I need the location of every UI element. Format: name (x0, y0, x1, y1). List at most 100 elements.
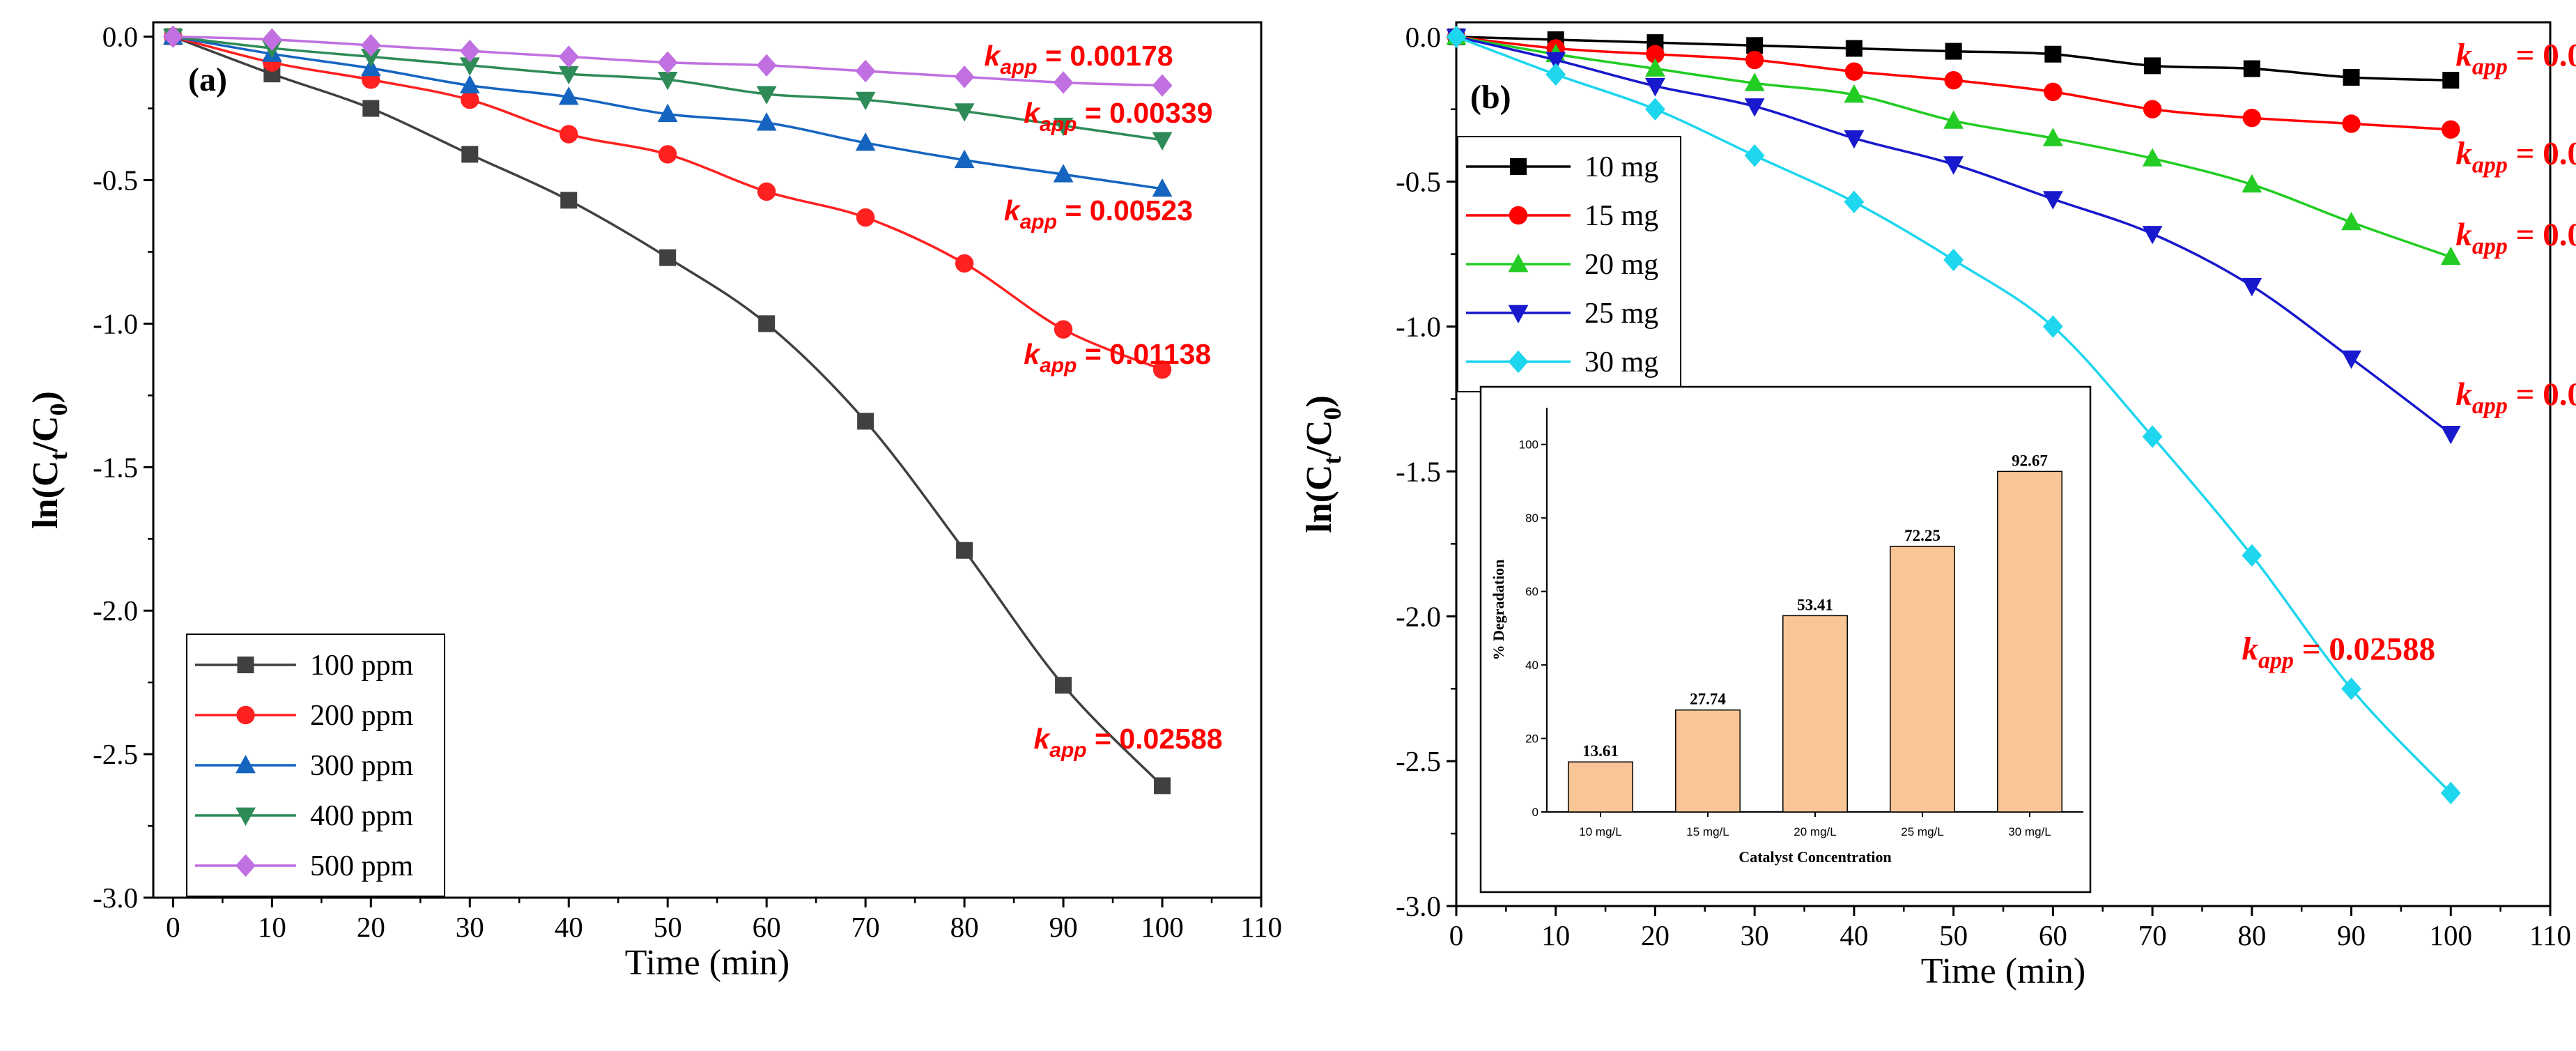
inset-bar (1782, 615, 1848, 813)
data-point (757, 182, 776, 201)
plot-frame (152, 21, 1263, 899)
legend: 100 ppm 200 ppm 300 ppm 400 ppm 500 ppm (186, 634, 445, 897)
data-point (2242, 174, 2262, 193)
x-tick-label: 80 (2237, 919, 2266, 951)
data-point (2142, 148, 2163, 167)
data-point (1055, 677, 1072, 694)
data-point (1943, 248, 1964, 272)
k-subscript: app (1049, 739, 1086, 762)
inset-bar (1890, 546, 1955, 813)
data-point (2044, 45, 2062, 63)
k-value: = 0.00523 (1057, 194, 1193, 227)
x-tick-label: 50 (654, 911, 682, 943)
k-value: = 0.00733 (2508, 217, 2576, 253)
data-point (2341, 350, 2361, 369)
k-app-annotation: kapp = 0.00523 (1004, 194, 1193, 233)
k-symbol: k (2242, 631, 2259, 668)
x-tick-label: 110 (1240, 911, 1282, 943)
data-point (2442, 72, 2460, 89)
x-tick-label: 40 (1840, 919, 1868, 951)
data-point (954, 149, 975, 169)
data-point (1844, 190, 1865, 213)
y-title-sub-0: 0 (45, 404, 72, 416)
data-point (2440, 425, 2461, 445)
inset-x-axis-title: Catalyst Concentration (1738, 848, 1891, 866)
inset-y-tick-label: 40 (1525, 659, 1538, 672)
y-title-suffix: ) (1299, 395, 1339, 407)
data-point (2242, 544, 2262, 567)
k-app-annotation: kapp = 0.02588 (1033, 723, 1222, 762)
inset-bar (1675, 709, 1741, 813)
data-point (1744, 72, 1765, 91)
legend-label: 15 mg (1584, 200, 1658, 232)
x-tick-label: 10 (258, 911, 286, 943)
y-tick-label: -0.5 (1396, 166, 1441, 198)
y-axis-title: ln(Ct/C0) (26, 391, 72, 529)
data-point (756, 112, 777, 131)
data-point (1054, 320, 1073, 339)
inset-y-tick-label: 20 (1525, 732, 1538, 746)
y-axis-title: ln(Ct/C0) (1299, 395, 1346, 533)
inset-x-tick-label: 20 mg/L (1794, 825, 1836, 838)
data-point (2142, 425, 2163, 448)
x-tick-label: 50 (1939, 919, 1968, 951)
data-point (360, 33, 381, 57)
x-tick-label: 30 (1741, 919, 1769, 951)
data-point (2042, 128, 2063, 146)
data-point (956, 542, 973, 559)
data-point (2042, 191, 2063, 210)
k-subscript: app (1020, 210, 1057, 233)
y-tick-label: -2.0 (93, 594, 138, 627)
k-symbol: k (1033, 723, 1051, 755)
y-tick-label: 0.0 (1405, 21, 1441, 53)
y-tick-label: -0.5 (93, 164, 138, 196)
k-value: = 0.02588 (2294, 631, 2435, 668)
legend-label: 200 ppm (310, 700, 414, 732)
data-point (1446, 25, 1467, 48)
y-title-sub-t: t (45, 452, 72, 461)
data-point (1053, 117, 1074, 137)
data-point (459, 57, 480, 76)
data-point (2242, 108, 2262, 128)
inset-value-label: 13.61 (1582, 742, 1619, 760)
x-tick-label: 10 (1541, 919, 1570, 951)
inset-x-tick-label: 10 mg/L (1579, 825, 1621, 838)
y-tick-label: -1.5 (93, 451, 138, 483)
legend-marker (236, 755, 256, 774)
y-tick-label: -2.5 (93, 738, 138, 770)
series-20-mg (1446, 26, 2461, 266)
legend-marker (1508, 305, 1529, 323)
k-subscript: app (2472, 153, 2508, 178)
panel-label: (a) (188, 61, 227, 98)
k-app-annotation: kapp = 0.02588 (2242, 631, 2436, 674)
x-tick-label: 70 (2138, 919, 2167, 951)
k-symbol: k (1024, 97, 1041, 129)
data-point (1645, 58, 1665, 77)
legend-label: 500 ppm (310, 850, 414, 882)
legend-label: 300 ppm (310, 750, 414, 782)
x-tick-label: 100 (2430, 919, 2473, 951)
legend-label: 30 mg (1584, 346, 1658, 378)
data-point (2242, 277, 2262, 297)
inset-bar (1997, 470, 2062, 813)
data-point (954, 66, 975, 89)
data-point (1646, 45, 1665, 63)
data-point (2342, 114, 2361, 133)
data-point (560, 125, 578, 144)
panel-label: (b) (1470, 79, 1511, 116)
data-point (1154, 777, 1171, 795)
k-symbol: k (1024, 338, 1041, 370)
data-point (261, 28, 282, 51)
data-point (658, 145, 677, 164)
legend-label: 100 ppm (310, 650, 414, 682)
data-point (2440, 246, 2461, 266)
y-tick-label: -2.5 (1396, 745, 1441, 777)
data-point (657, 71, 678, 91)
data-point (1745, 50, 1764, 70)
y-title-sub-0: 0 (1318, 408, 1346, 420)
k-subscript: app (1040, 354, 1077, 377)
legend-label: 10 mg (1584, 151, 1658, 183)
data-point (1152, 132, 1173, 151)
data-point (756, 86, 777, 105)
data-point (558, 45, 579, 68)
